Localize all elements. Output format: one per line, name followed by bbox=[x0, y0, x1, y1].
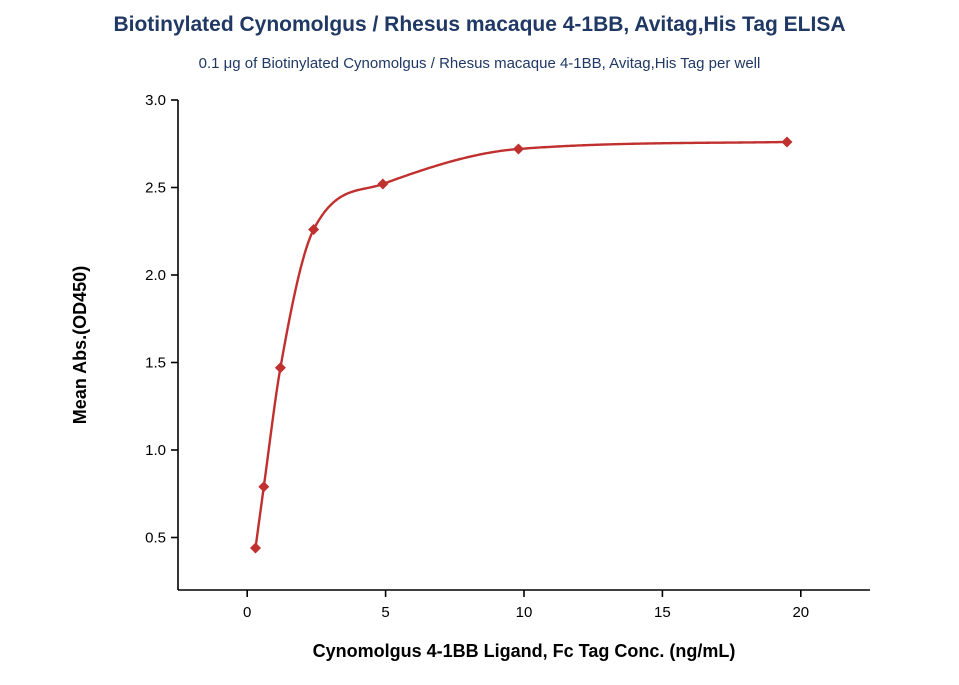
data-point-marker bbox=[274, 362, 286, 374]
chart-subtitle: 0.1 μg of Biotinylated Cynomolgus / Rhes… bbox=[198, 55, 761, 72]
data-point-marker bbox=[377, 178, 389, 190]
chart-title: Biotinylated Cynomolgus / Rhesus macaque… bbox=[113, 13, 846, 36]
x-tick-label: 5 bbox=[381, 604, 389, 621]
x-axis-label: Cynomolgus 4-1BB Ligand, Fc Tag Conc. (n… bbox=[313, 641, 736, 661]
x-tick-label: 0 bbox=[243, 604, 251, 621]
data-point-marker bbox=[781, 136, 793, 148]
y-tick-label: 1.0 bbox=[145, 442, 166, 459]
y-axis-label: Mean Abs.(OD450) bbox=[70, 266, 90, 424]
y-tick-label: 2.5 bbox=[145, 180, 166, 197]
x-tick-label: 20 bbox=[792, 604, 809, 621]
x-tick-label: 15 bbox=[654, 604, 671, 621]
fit-curve bbox=[254, 140, 789, 550]
data-point-marker bbox=[512, 143, 524, 155]
y-tick-label: 0.5 bbox=[145, 530, 166, 547]
y-tick-label: 2.0 bbox=[145, 267, 166, 284]
data-point-marker bbox=[308, 224, 320, 235]
data-point-marker bbox=[250, 542, 262, 554]
x-tick-label: 10 bbox=[516, 604, 533, 621]
data-point-marker bbox=[258, 481, 270, 493]
y-tick-label: 3.0 bbox=[145, 92, 166, 109]
y-tick-label: 1.5 bbox=[145, 355, 166, 372]
